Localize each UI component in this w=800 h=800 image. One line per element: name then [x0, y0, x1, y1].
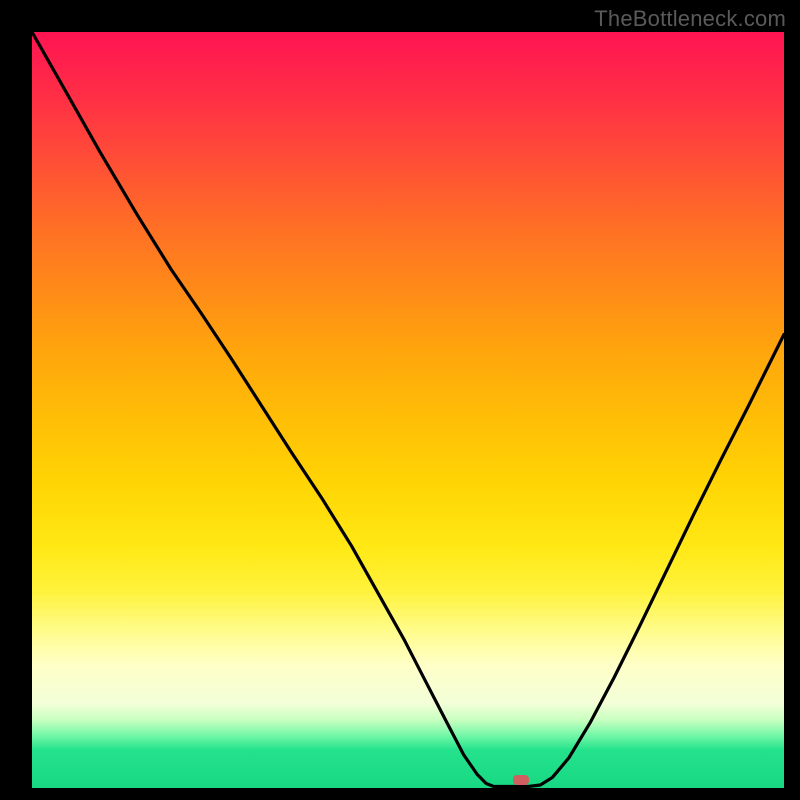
curve-path — [32, 32, 784, 786]
chart-frame: TheBottleneck.com — [0, 0, 800, 800]
watermark-text: TheBottleneck.com — [594, 6, 786, 32]
bottleneck-curve — [32, 32, 784, 788]
plot-area — [32, 32, 784, 788]
bottleneck-marker — [513, 775, 529, 785]
